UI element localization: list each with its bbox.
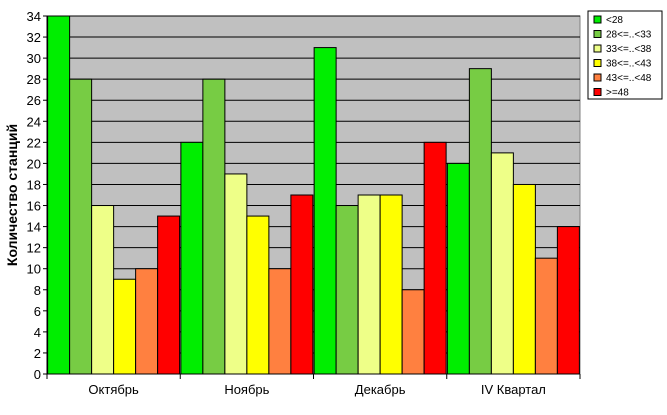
x-tick-label: IV Квартал xyxy=(481,382,546,397)
legend-swatch xyxy=(593,73,602,82)
y-tick-label: 32 xyxy=(27,30,41,45)
bar xyxy=(335,205,359,375)
x-ticks: Октябрь Ноябрь Декабрь IV Квартал xyxy=(46,374,581,397)
bar xyxy=(379,194,403,375)
bar xyxy=(69,78,93,375)
legend-swatch xyxy=(593,15,602,24)
bar xyxy=(180,141,204,375)
y-tick-label: 0 xyxy=(34,367,41,382)
legend-swatch xyxy=(593,30,602,38)
legend-swatch xyxy=(593,44,602,53)
y-tick-label: 34 xyxy=(27,9,41,24)
bar xyxy=(423,141,447,375)
x-tick-label: Ноябрь xyxy=(224,382,269,397)
y-tick-label: 24 xyxy=(27,114,41,129)
y-tick-label: 6 xyxy=(34,304,41,319)
bar xyxy=(512,183,536,375)
bar xyxy=(401,289,425,375)
legend-label: 33<=..<38 xyxy=(606,44,652,55)
bar xyxy=(47,15,71,375)
bar xyxy=(556,226,580,375)
legend-label: 38<=..<43 xyxy=(606,59,652,70)
bar xyxy=(113,278,137,375)
legend-label: >=48 xyxy=(606,88,629,99)
bar xyxy=(446,162,470,375)
y-tick-label: 22 xyxy=(27,135,41,150)
legend-swatch xyxy=(593,88,602,96)
bar xyxy=(202,78,226,375)
y-tick-label: 30 xyxy=(27,51,41,66)
y-tick-label: 4 xyxy=(34,325,41,340)
legend-label: 28<=..<33 xyxy=(606,30,652,41)
bar xyxy=(157,215,181,375)
bar xyxy=(246,215,270,375)
bar xyxy=(290,194,314,375)
y-tick-label: 12 xyxy=(27,241,41,256)
x-tick-label: Декабрь xyxy=(355,382,406,397)
y-axis-label: Количество станций xyxy=(4,124,20,266)
bars xyxy=(47,15,580,375)
y-tick-label: 28 xyxy=(27,72,41,87)
bar xyxy=(91,205,115,375)
bar xyxy=(357,194,381,375)
y-tick-label: 10 xyxy=(27,262,41,277)
y-tick-label: 14 xyxy=(27,220,41,235)
bar xyxy=(313,47,337,375)
y-tick-label: 2 xyxy=(34,346,41,361)
y-tick-label: 18 xyxy=(27,177,41,192)
bar xyxy=(268,268,292,375)
bar xyxy=(490,152,514,375)
legend: <28 28<=..<33 33<=..<38 38<=..<43 43<=..<48 >… xyxy=(587,10,663,100)
legend-label: <28 xyxy=(606,15,623,26)
bar xyxy=(135,268,159,375)
y-tick-label: 26 xyxy=(27,93,41,108)
y-tick-label: 8 xyxy=(34,283,41,298)
bar xyxy=(534,257,558,375)
legend-box xyxy=(587,10,663,100)
y-tick-label: 16 xyxy=(27,199,41,214)
bar xyxy=(224,173,248,375)
y-tick-label: 20 xyxy=(27,156,41,171)
bar xyxy=(468,68,492,375)
legend-label: 43<=..<48 xyxy=(606,73,652,84)
legend-swatch xyxy=(593,59,602,67)
x-tick-label: Октябрь xyxy=(88,382,139,397)
